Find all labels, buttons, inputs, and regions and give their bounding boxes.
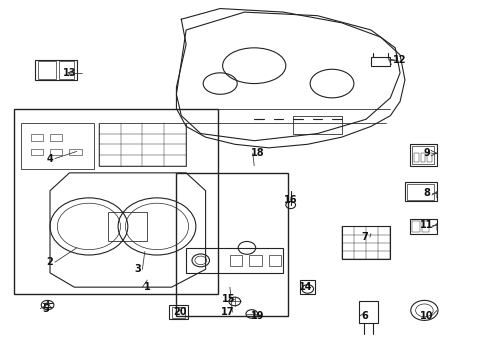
Bar	[249, 255, 261, 266]
Bar	[186, 248, 283, 273]
Bar	[99, 123, 186, 166]
Bar	[30, 134, 42, 141]
Bar	[409, 219, 436, 234]
Bar	[411, 221, 419, 232]
Text: 1: 1	[143, 282, 150, 292]
Text: 20: 20	[173, 307, 187, 317]
Bar	[30, 149, 42, 155]
Text: 3: 3	[134, 264, 141, 274]
Bar	[413, 153, 418, 162]
Text: 9: 9	[423, 148, 429, 158]
Text: 5: 5	[41, 303, 48, 314]
Bar	[292, 116, 341, 134]
Bar	[427, 153, 431, 162]
Text: 17: 17	[220, 307, 234, 317]
Bar	[69, 149, 81, 155]
Text: 7: 7	[361, 232, 367, 242]
Text: 13: 13	[62, 68, 76, 78]
Text: 11: 11	[419, 220, 433, 230]
Bar	[21, 123, 94, 169]
Bar	[50, 134, 62, 141]
Bar	[370, 57, 389, 66]
Bar	[169, 305, 187, 319]
Text: 14: 14	[298, 282, 311, 292]
Text: 6: 6	[361, 311, 367, 321]
Text: 2: 2	[46, 257, 53, 267]
Bar	[341, 226, 389, 258]
Bar	[420, 153, 425, 162]
Bar	[409, 144, 436, 166]
Text: 8: 8	[423, 188, 429, 198]
Bar	[38, 62, 56, 79]
Bar	[358, 301, 377, 323]
Text: 12: 12	[392, 55, 406, 65]
Bar	[50, 149, 62, 155]
Bar	[404, 182, 436, 202]
Bar	[171, 307, 185, 318]
Bar	[14, 109, 217, 294]
Bar	[35, 60, 77, 80]
Bar	[407, 184, 433, 200]
Text: 10: 10	[419, 311, 433, 321]
Bar	[59, 62, 74, 79]
Text: 16: 16	[283, 195, 296, 204]
Text: 15: 15	[221, 294, 235, 303]
Bar	[108, 212, 147, 241]
Text: 18: 18	[250, 148, 264, 158]
Bar	[176, 173, 287, 316]
Text: 4: 4	[46, 154, 53, 163]
Bar	[421, 221, 428, 232]
Bar	[411, 146, 433, 164]
Bar	[229, 255, 242, 266]
Bar	[300, 280, 314, 294]
Bar	[268, 255, 281, 266]
Text: 19: 19	[250, 311, 264, 321]
